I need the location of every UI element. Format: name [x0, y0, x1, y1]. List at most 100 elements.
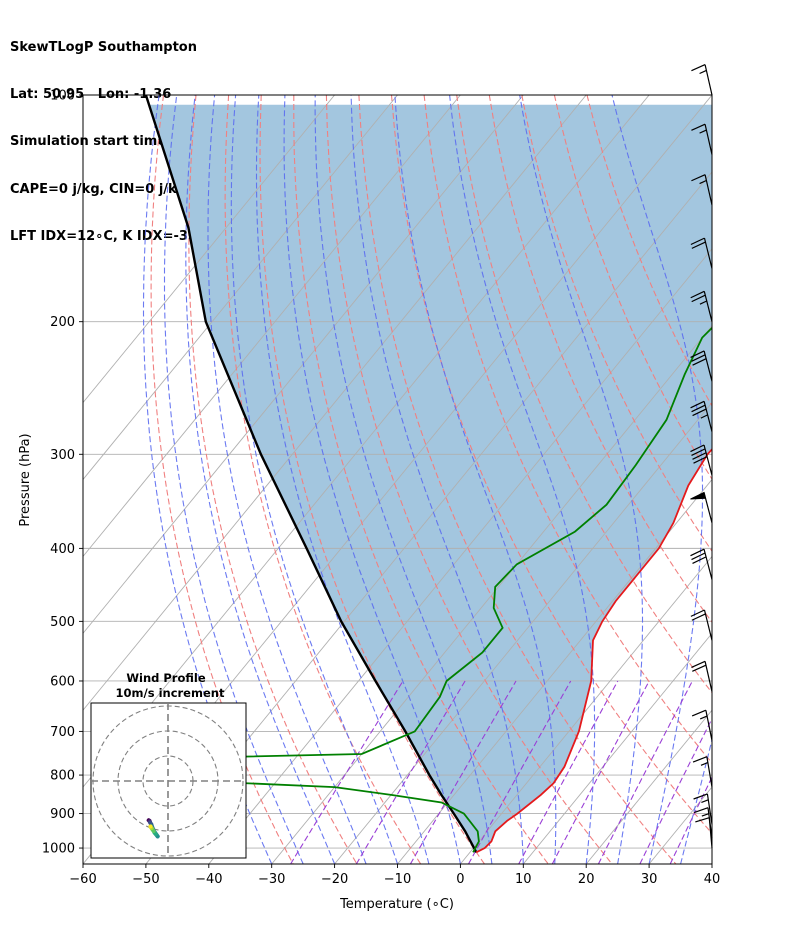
wind-barb-staff	[704, 661, 713, 692]
inset-subtitle: 10m/s increment	[116, 686, 225, 700]
dry-adiabat-line	[325, 95, 613, 864]
mixing-ratio-line	[551, 680, 650, 864]
y-tick-label: 700	[50, 725, 75, 740]
wind-barb-full	[692, 408, 707, 417]
isotherm-line	[145, 171, 712, 864]
x-tick-label: −40	[195, 872, 222, 887]
wind-barb	[690, 350, 713, 382]
wind-barb-full	[691, 174, 706, 182]
wind-barb-staff	[703, 350, 713, 382]
y-tick-label: 400	[50, 542, 75, 557]
wind-barb	[690, 444, 713, 476]
wind-barb	[690, 237, 713, 269]
moist-adiabat-line	[283, 95, 461, 864]
wind-barb-staff	[704, 174, 713, 206]
dry-adiabat-line	[188, 95, 358, 864]
dry-adiabat-line	[521, 95, 712, 553]
title-location: Lat: 50.95 Lon: -1.36	[10, 86, 172, 102]
isotherm-line	[397, 478, 712, 864]
wind-barb-half	[700, 414, 708, 419]
y-tick-label: 200	[50, 315, 75, 330]
wind-barb-flag	[690, 491, 707, 500]
wind-barb-full	[693, 456, 708, 464]
wind-barb-full	[690, 350, 705, 358]
wind-barb	[693, 793, 713, 825]
wind-barb-staff	[704, 124, 713, 155]
wind-barb-full	[690, 609, 705, 617]
mixing-ratio-line	[597, 680, 693, 864]
mixing-ratio-line	[290, 680, 404, 864]
wind-barb	[691, 123, 713, 155]
isotherm-line	[585, 709, 712, 864]
wind-barb-staff	[703, 237, 713, 269]
wind-barb-full	[691, 294, 706, 303]
wind-barb-half	[699, 129, 707, 134]
wind-barb-staff	[708, 817, 713, 849]
wind-barb-full	[692, 358, 707, 366]
wind-barbs	[690, 64, 713, 849]
moist-adiabat-lines	[142, 95, 712, 864]
wind-barb-full	[690, 444, 705, 453]
dry-adiabat-line	[390, 95, 712, 835]
isotherm-line	[83, 95, 335, 404]
wind-barb-full	[691, 660, 706, 668]
wind-barb-full	[691, 552, 706, 561]
y-tick-label: 100	[50, 89, 75, 104]
moist-adiabat-line	[230, 95, 399, 864]
mixing-ratio-line	[355, 680, 466, 864]
wind-barb-full	[691, 404, 706, 413]
wind-barb-staff	[703, 444, 713, 476]
isotherm-line	[83, 95, 398, 481]
x-axis-label: Temperature (∘C)	[339, 897, 454, 912]
y-tick-label: 600	[50, 674, 75, 689]
y-tick-label: 1000	[42, 842, 75, 857]
wind-barb-full	[690, 400, 705, 409]
x-tick-label: 30	[641, 872, 658, 887]
wind-barb-full	[691, 123, 706, 131]
wind-barb-staff	[706, 756, 713, 788]
wind-barb-staff	[703, 291, 713, 322]
wind-barb-full	[692, 664, 707, 672]
wind-barb-full	[695, 817, 710, 823]
wind-barb-full	[691, 241, 706, 249]
moist-adiabat-line	[163, 95, 304, 864]
wind-barb-full	[690, 237, 705, 246]
mixing-ratio-line	[409, 680, 517, 864]
temperature-profile-line	[475, 448, 712, 854]
mixing-ratio-line	[468, 680, 572, 864]
moist-adiabat-line	[350, 95, 524, 864]
x-tick-label: −60	[69, 872, 96, 887]
moist-adiabat-line	[255, 95, 430, 864]
wind-barb-staff	[703, 548, 713, 580]
axis-ticks: −60 −50 −40 −30 −20 −10 0 10 20 30 40 100 200 300 400 5…	[42, 89, 720, 888]
x-tick-label: −30	[258, 872, 285, 887]
sounding-profiles	[144, 95, 712, 854]
wind-barb-half	[701, 813, 709, 817]
wind-barb	[691, 709, 713, 741]
wind-barb	[691, 660, 713, 692]
dewpoint-profile-line	[148, 326, 712, 853]
wind-barb-full	[692, 756, 708, 763]
isotherm-line	[460, 555, 712, 864]
cin-shading-area	[149, 104, 712, 853]
wind-barb-full	[691, 709, 707, 717]
mixing-ratio-line	[518, 680, 619, 864]
wind-barb	[690, 609, 713, 641]
wind-barb-staff	[704, 64, 713, 96]
isotherm-line	[83, 95, 587, 711]
x-tick-label: 10	[515, 872, 532, 887]
wind-barb	[690, 400, 713, 432]
x-tick-label: −50	[132, 872, 159, 887]
wind-barb-full	[693, 807, 709, 814]
wind-barb	[691, 64, 713, 96]
x-tick-label: 0	[456, 872, 464, 887]
moist-adiabat-line	[519, 95, 644, 864]
wind-barb-full	[692, 452, 707, 460]
moist-adiabat-line	[142, 95, 273, 864]
isotherm-line	[334, 401, 712, 864]
wind-barb-full	[692, 556, 707, 564]
wind-barb-full	[690, 290, 705, 299]
isotherm-line	[711, 863, 712, 864]
